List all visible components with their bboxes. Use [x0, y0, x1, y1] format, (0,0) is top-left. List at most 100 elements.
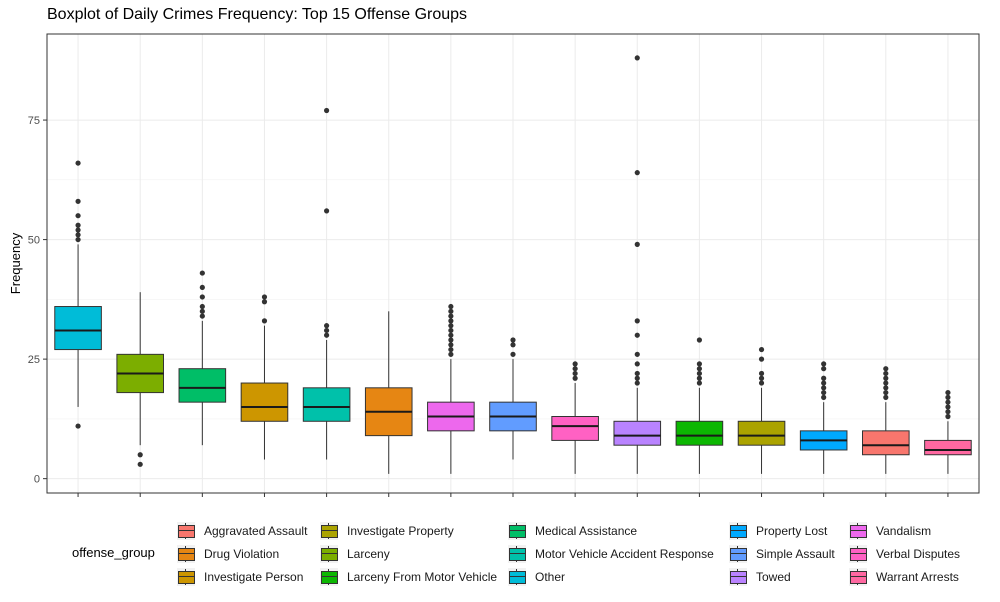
outlier-point [199, 294, 205, 300]
outlier-point [448, 308, 454, 314]
outlier-point [821, 394, 827, 400]
legend-key [849, 522, 867, 540]
outlier-point [945, 409, 951, 415]
outlier-point [199, 270, 205, 276]
outlier-point [758, 346, 765, 353]
outlier-point [883, 370, 889, 377]
outlier-point [510, 351, 516, 357]
outlier-point [634, 351, 640, 357]
outlier-point [75, 227, 81, 233]
outlier-point [261, 294, 268, 300]
legend-key [320, 568, 338, 586]
outlier-point [634, 361, 640, 367]
outlier-point [510, 337, 516, 343]
legend-key [729, 522, 747, 540]
box [675, 420, 724, 446]
outlier-point [324, 327, 330, 334]
outlier-point [696, 375, 703, 381]
legend-label: Towed [756, 570, 791, 584]
outlier-point [883, 389, 889, 396]
outlier-point [758, 370, 765, 377]
box [54, 306, 102, 351]
chart-title: Boxplot of Daily Crimes Frequency: Top 1… [47, 6, 468, 23]
outlier-point [945, 399, 951, 405]
outlier-point [75, 423, 81, 429]
outlier-point [821, 361, 827, 367]
outlier-point [199, 284, 205, 291]
outlier-point [883, 385, 889, 391]
legend-key [508, 568, 526, 586]
y-tick-label: 25 [28, 354, 40, 366]
outlier-point [448, 313, 454, 319]
outlier-point [324, 208, 330, 214]
outlier-point [261, 299, 268, 305]
outlier-point [448, 327, 454, 334]
outlier-point [448, 332, 454, 338]
legend-label: Motor Vehicle Accident Response [535, 547, 714, 561]
outlier-point [945, 404, 951, 410]
legend-label: Drug Violation [204, 547, 280, 561]
legend-label: Larceny From Motor Vehicle [347, 570, 498, 584]
outlier-point [448, 318, 454, 324]
legend-title: offense_group [72, 545, 155, 560]
legend-key [849, 545, 867, 563]
outlier-point [758, 356, 765, 362]
legend-key [729, 545, 747, 563]
outlier-point [324, 332, 330, 338]
outlier-point [75, 198, 81, 204]
legend-key [320, 522, 338, 540]
legend-label: Medical Assistance [535, 524, 638, 538]
outlier-point [261, 318, 268, 324]
outlier-point [634, 332, 640, 338]
outlier-point [510, 342, 516, 348]
legend-label: Investigate Property [347, 524, 454, 538]
outlier-point [634, 55, 640, 61]
outlier-point [75, 213, 81, 219]
legend-label: Property Lost [756, 524, 828, 538]
outlier-point [75, 232, 81, 238]
outlier-point [634, 370, 640, 377]
outlier-point [696, 337, 703, 343]
legend-label: Larceny [347, 547, 390, 561]
outlier-point [572, 361, 578, 367]
outlier-point [634, 375, 640, 381]
outlier-point [137, 452, 143, 458]
legend-key [320, 545, 338, 563]
outlier-point [945, 394, 951, 400]
outlier-point [883, 394, 889, 400]
legend-key [729, 568, 747, 586]
box [240, 382, 289, 422]
outlier-point [696, 380, 703, 386]
outlier-point [634, 380, 640, 386]
outlier-point [634, 241, 640, 247]
outlier-point [634, 318, 640, 324]
legend-key [177, 522, 195, 540]
outlier-point [137, 461, 143, 467]
legend-label: Investigate Person [204, 570, 304, 584]
outlier-point [324, 323, 330, 329]
outlier-point [448, 337, 454, 343]
legend-key [177, 545, 195, 563]
outlier-point [945, 389, 951, 396]
outlier-point [199, 313, 205, 319]
outlier-point [75, 222, 81, 228]
outlier-point [945, 413, 951, 420]
outlier-point [696, 370, 703, 377]
outlier-point [821, 380, 827, 386]
outlier-point [448, 323, 454, 329]
y-tick-label: 0 [34, 474, 40, 486]
legend-label: Warrant Arrests [876, 570, 959, 584]
outlier-point [696, 366, 703, 372]
outlier-point [448, 346, 454, 353]
outlier-point [75, 236, 81, 243]
y-axis-label: Frequency [8, 232, 23, 294]
box [737, 420, 786, 446]
legend-label: Vandalism [876, 524, 932, 538]
outlier-point [883, 375, 889, 381]
outlier-point [883, 380, 889, 386]
outlier-point [324, 107, 330, 114]
outlier-point [634, 170, 640, 176]
box [924, 439, 972, 456]
legend-label: Aggravated Assault [204, 524, 308, 538]
